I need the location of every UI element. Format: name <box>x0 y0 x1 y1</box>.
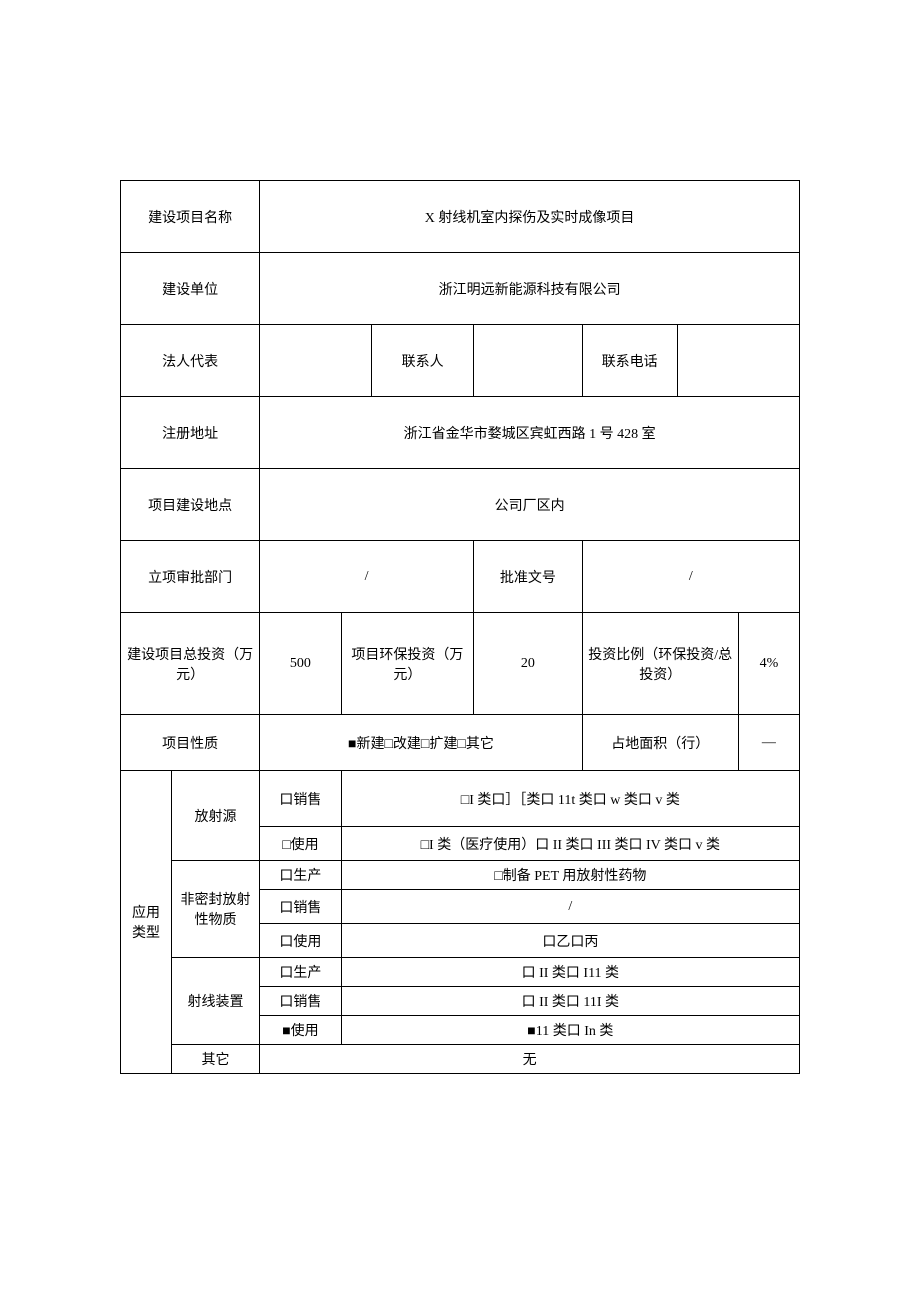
ray-device-produce-label: 口生产 <box>260 958 341 987</box>
build-location-value: 公司厂区内 <box>260 469 800 541</box>
unsealed-sale-value: / <box>341 890 799 924</box>
rad-source-use-value: □I 类（医疗使用）口 II 类口 III 类口 IV 类口 v 类 <box>341 827 799 861</box>
approval-dept-label: 立项审批部门 <box>121 541 260 613</box>
contact-phone-value <box>677 325 799 397</box>
legal-rep-value <box>260 325 372 397</box>
legal-rep-label: 法人代表 <box>121 325 260 397</box>
invest-ratio-label: 投资比例（环保投资/总投资） <box>582 613 738 715</box>
reg-address-value: 浙江省金华市婺城区宾虹西路 1 号 428 室 <box>260 397 800 469</box>
contact-person-label: 联系人 <box>372 325 474 397</box>
land-area-label: 占地面积（行） <box>582 715 738 771</box>
other-value: 无 <box>260 1045 800 1074</box>
build-unit-label: 建设单位 <box>121 253 260 325</box>
contact-person-value <box>474 325 583 397</box>
unsealed-sale-label: 口销售 <box>260 890 341 924</box>
env-invest-label: 项目环保投资（万元） <box>341 613 473 715</box>
ray-device-produce-value: 口 II 类口 I11 类 <box>341 958 799 987</box>
env-invest-value: 20 <box>474 613 583 715</box>
approval-dept-value: / <box>260 541 474 613</box>
total-invest-value: 500 <box>260 613 341 715</box>
approval-no-label: 批准文号 <box>474 541 583 613</box>
unsealed-use-value: 口乙口丙 <box>341 924 799 958</box>
ray-device-sale-label: 口销售 <box>260 987 341 1016</box>
unsealed-produce-label: 口生产 <box>260 861 341 890</box>
rad-source-sale-label: 口销售 <box>260 771 341 827</box>
ray-device-label: 射线装置 <box>171 958 259 1045</box>
reg-address-label: 注册地址 <box>121 397 260 469</box>
build-location-label: 项目建设地点 <box>121 469 260 541</box>
project-info-table: 建设项目名称 X 射线机室内探伤及实时成像项目 建设单位 浙江明远新能源科技有限… <box>120 180 800 1074</box>
project-name-value: X 射线机室内探伤及实时成像项目 <box>260 181 800 253</box>
total-invest-label: 建设项目总投资（万元） <box>121 613 260 715</box>
invest-ratio-value: 4% <box>738 613 799 715</box>
build-unit-value: 浙江明远新能源科技有限公司 <box>260 253 800 325</box>
land-area-value: — <box>738 715 799 771</box>
ray-device-use-label: ■使用 <box>260 1016 341 1045</box>
ray-device-use-value: ■11 类口 In 类 <box>341 1016 799 1045</box>
rad-source-use-label: □使用 <box>260 827 341 861</box>
unsealed-use-label: 口使用 <box>260 924 341 958</box>
rad-source-sale-value: □I 类口］［类口 11t 类口 w 类口 v 类 <box>341 771 799 827</box>
rad-source-label: 放射源 <box>171 771 259 861</box>
approval-no-value: / <box>582 541 799 613</box>
unsealed-label: 非密封放射性物质 <box>171 861 259 958</box>
ray-device-sale-value: 口 II 类口 11I 类 <box>341 987 799 1016</box>
unsealed-produce-value: □制备 PET 用放射性药物 <box>341 861 799 890</box>
other-label: 其它 <box>171 1045 259 1074</box>
project-nature-label: 项目性质 <box>121 715 260 771</box>
app-type-label: 应用类型 <box>121 771 172 1074</box>
project-nature-value: ■新建□改建□扩建□其它 <box>260 715 582 771</box>
project-name-label: 建设项目名称 <box>121 181 260 253</box>
contact-phone-label: 联系电话 <box>582 325 677 397</box>
